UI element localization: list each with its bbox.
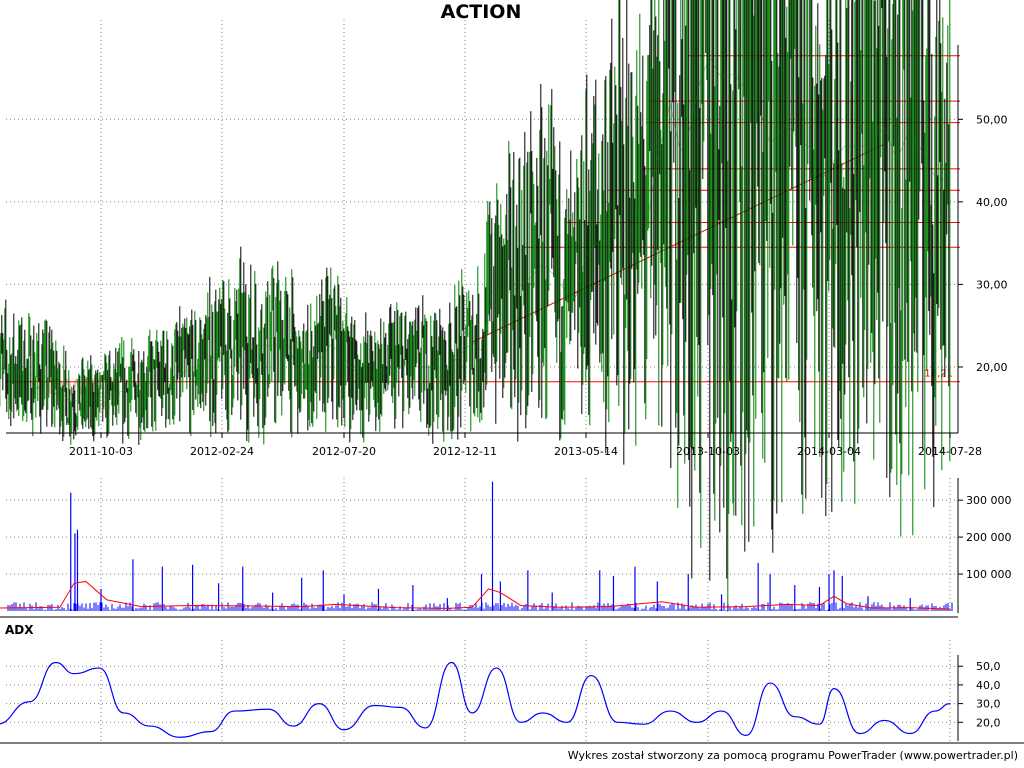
adx-y-tick-label: 30,0 [976,698,1001,711]
price-y-tick-label: 50,00 [976,113,1008,126]
x-tick-label: 2013-10-03 [676,445,740,458]
volume-y-tick-label: 200 000 [966,531,1012,544]
x-tick-label: 2011-10-03 [69,445,133,458]
adx-y-tick-label: 50,0 [976,660,1001,673]
adx-series [0,661,951,738]
price-y-tick-label: 40,00 [976,196,1008,209]
axes: 2011-10-03 2012-02-24 2012-07-20 2012-12-11… [0,45,1024,744]
x-tick-label: 2014-07-28 [918,445,982,458]
price-y-tick-label: 20,00 [976,361,1008,374]
adx-panel-label: ADX [5,623,34,637]
price-y-tick-label: 30,00 [976,278,1008,291]
x-tick-label: 2012-02-24 [190,445,254,458]
footer-credit: Wykres został stworzony za pomocą progra… [567,749,1018,762]
price-line [0,56,951,402]
chart-title: ACTION [440,1,522,23]
adx-line [0,661,951,738]
x-tick-label: 2014-03-04 [797,445,861,458]
level-label: 18,21 [924,369,953,380]
volume-average-line [0,580,951,610]
price-series [0,0,951,612]
volume-y-tick-label: 300 000 [966,494,1012,507]
x-tick-label: 2012-07-20 [312,445,376,458]
adx-y-tick-label: 20,0 [976,716,1001,729]
volume-y-tick-label: 100 000 [966,568,1012,581]
x-tick-label: 2012-12-11 [433,445,497,458]
volume-series [0,481,953,611]
adx-y-tick-label: 40,0 [976,679,1001,692]
x-tick-label: 2013-05-14 [554,445,618,458]
